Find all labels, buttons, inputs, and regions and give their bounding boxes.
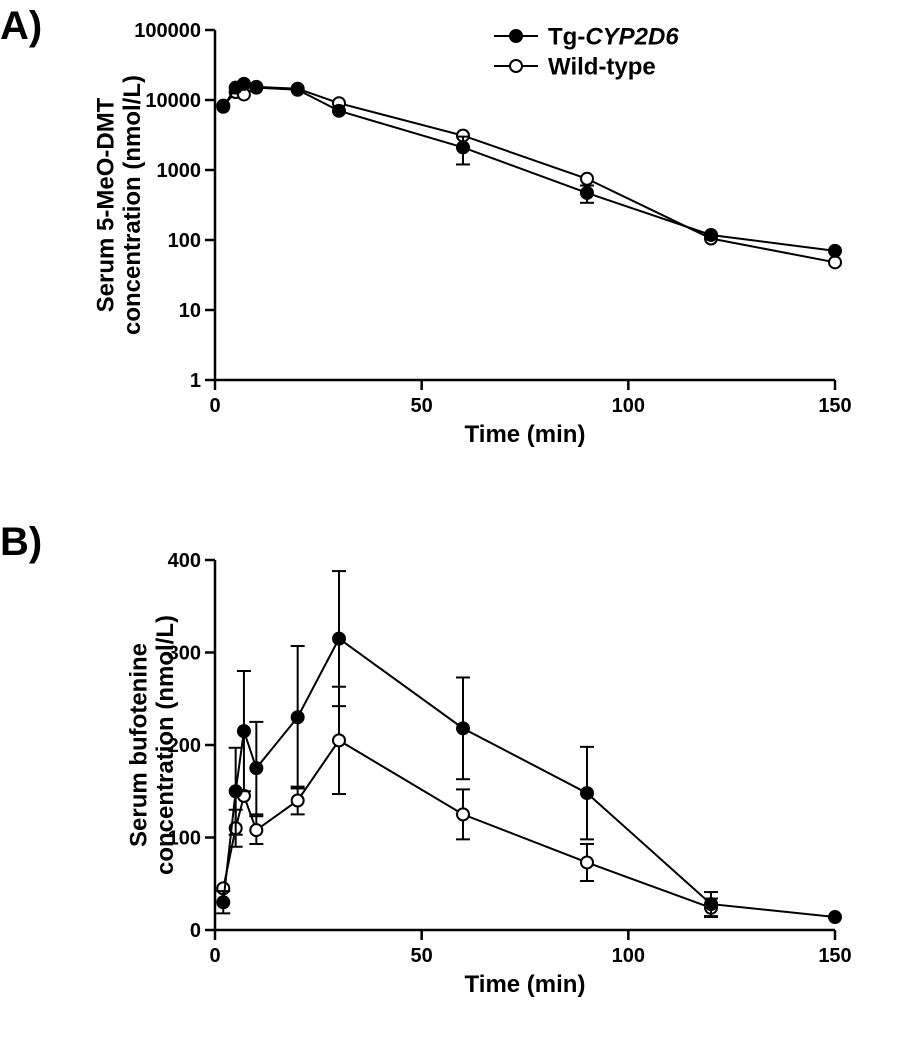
svg-text:150: 150 [818,945,851,967]
svg-text:100: 100 [612,945,645,967]
svg-text:0: 0 [190,920,201,942]
svg-text:Serum bufotenine: Serum bufotenine [125,643,152,847]
svg-text:Time (min): Time (min) [465,971,586,998]
chart-b: 0501001500100200300400Time (min)Serum bu… [0,0,906,1050]
svg-text:400: 400 [168,550,201,572]
svg-text:0: 0 [209,945,220,967]
svg-text:50: 50 [411,945,433,967]
svg-text:concentration (nmol/L): concentration (nmol/L) [152,615,179,875]
figure-page: A) B) 050100150110100100010000100000Time… [0,0,906,1050]
